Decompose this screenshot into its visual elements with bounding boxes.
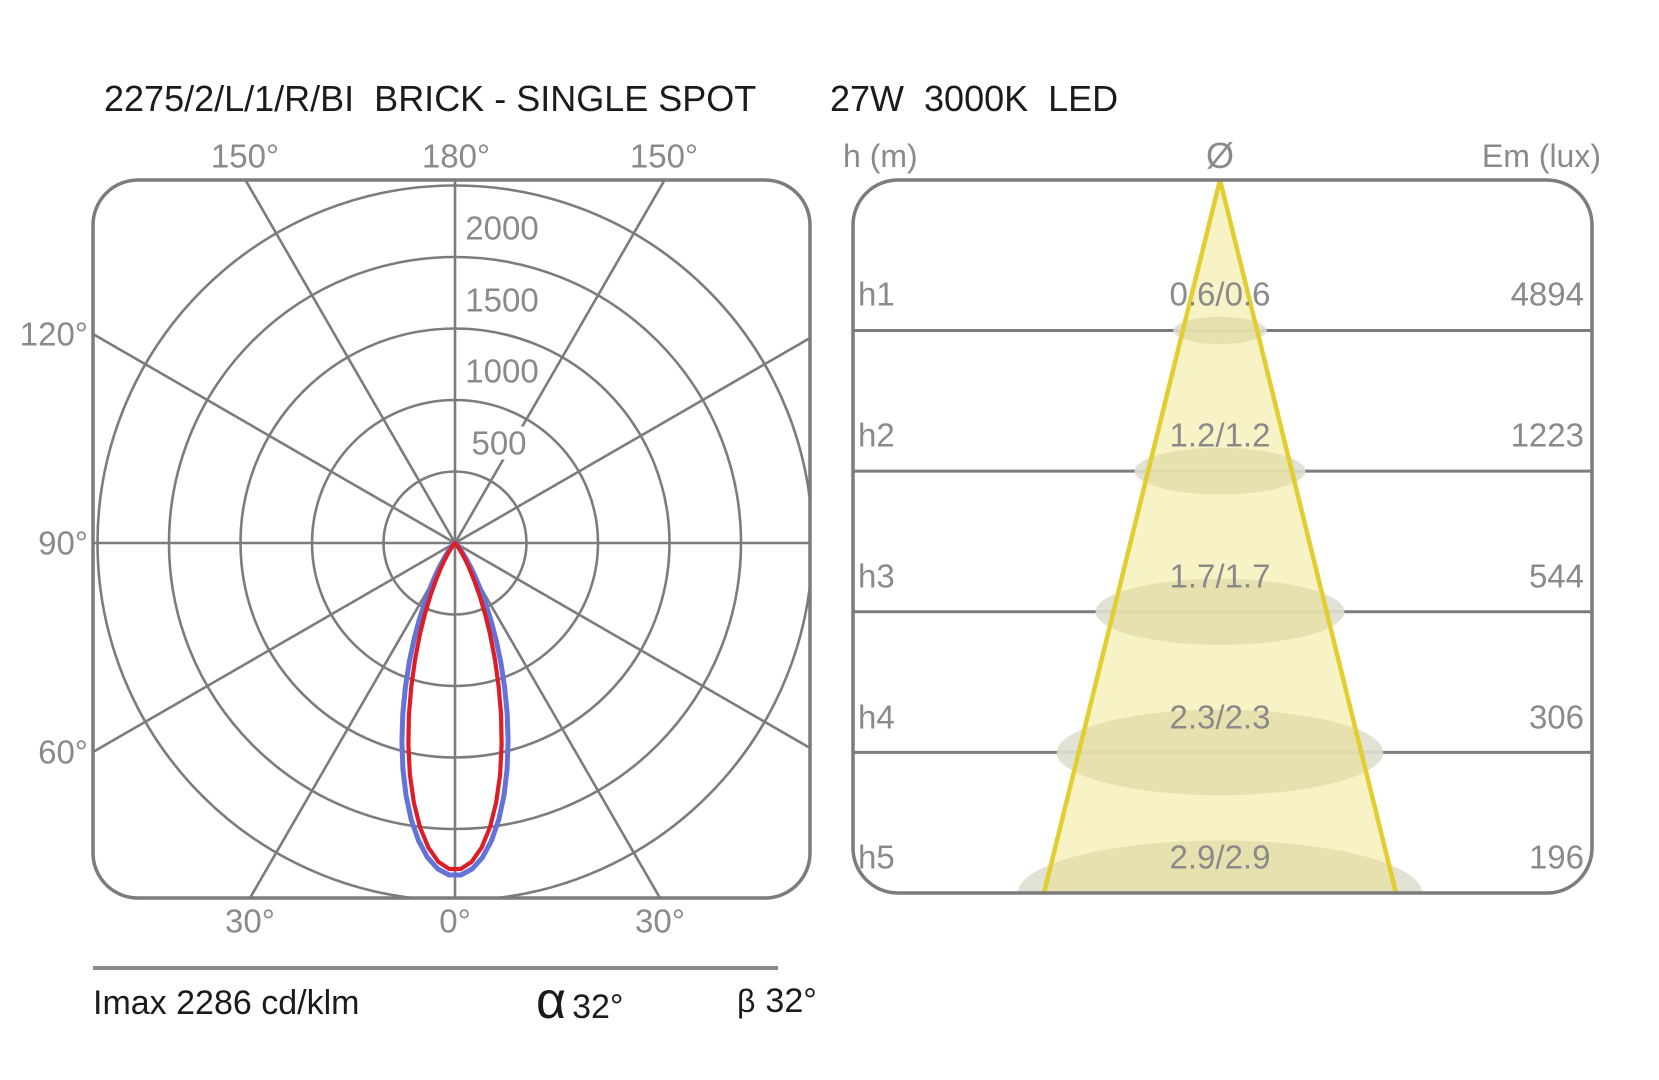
light-cone-edge-left (1041, 180, 1223, 893)
cone-row-diameter: 2.9/2.9 (1169, 838, 1271, 876)
cone-row-diameter: 0.6/0.6 (1169, 275, 1271, 313)
polar-radial-tick-1500: 1500 (461, 283, 543, 317)
polar-radial-tick-1000: 1000 (461, 354, 543, 388)
cone-row-em: 306 (1528, 698, 1584, 736)
polar-angle-label-top-2: 180° (421, 137, 491, 175)
cone-row-em: 1223 (1510, 416, 1584, 454)
page-title-right: 27W 3000K LED (830, 78, 1119, 119)
polar-radial-tick-2000: 2000 (461, 211, 543, 245)
light-cone-fill (1044, 180, 1396, 893)
polar-angle-label-60: 60° (38, 733, 88, 771)
cone-row-diameter: 1.7/1.7 (1169, 557, 1271, 595)
cone-row-h-label: h1 (858, 275, 895, 313)
alpha-beam-angle: α 32° (536, 975, 623, 1027)
polar-ray (454, 281, 810, 545)
page-title-left: 2275/2/L/1/R/BI BRICK - SINGLE SPOT (104, 78, 757, 119)
cone-row-em: 4894 (1510, 275, 1584, 313)
light-spot-ellipse-h5 (1017, 840, 1423, 893)
light-spot-ellipse-h2 (1134, 447, 1306, 495)
footer-divider (93, 966, 778, 970)
cone-row-h-label: h5 (858, 838, 895, 876)
cone-row-em: 544 (1528, 557, 1584, 595)
cone-col-header-height: h (m) (843, 138, 918, 174)
polar-radial-tick-500: 500 (467, 426, 531, 460)
light-spot-ellipse-h1 (1173, 316, 1267, 345)
beta-beam-angle: β 32° (737, 984, 817, 1018)
cone-row-h-label: h4 (858, 698, 895, 736)
alpha-symbol: α (536, 972, 567, 1030)
light-spot-ellipse-h4 (1056, 709, 1384, 796)
cone-row-diameter: 2.3/2.3 (1169, 698, 1271, 736)
polar-angle-label-bottom-3: 30° (635, 902, 685, 940)
polar-ray (193, 542, 457, 898)
polar-angle-label-90: 90° (38, 524, 88, 562)
imax-value: Imax 2286 cd/klm (93, 984, 360, 1022)
polar-ray (453, 180, 717, 544)
cone-col-header-em: Em (lux) (1481, 138, 1601, 174)
polar-grid (93, 180, 810, 898)
polar-ray (454, 541, 810, 805)
alpha-beam-angle-value: 32° (572, 988, 624, 1026)
cone-frame (851, 178, 1594, 895)
cone-diagram-area (853, 180, 1592, 893)
polar-angle-label-bottom-2: 0° (439, 902, 471, 940)
polar-ray (93, 541, 456, 805)
beam-curve-c0-c180 (406, 540, 504, 872)
polar-angle-label-top-1: 150° (210, 137, 280, 175)
light-spot-ellipse-h3 (1095, 578, 1345, 645)
light-cone-edge-right (1217, 180, 1399, 893)
cone-row-em: 196 (1528, 838, 1584, 876)
polar-ray (93, 281, 456, 545)
beta-symbol: β (737, 983, 756, 1019)
polar-ray (453, 542, 717, 898)
polar-angle-label-bottom-1: 30° (225, 902, 275, 940)
polar-angle-label-top-3: 150° (629, 137, 699, 175)
polar-frame (91, 178, 812, 900)
polar-ray (193, 180, 457, 544)
diameter-icon: Ø (1205, 135, 1235, 176)
cone-row-h-label: h3 (858, 557, 895, 595)
beta-beam-angle-value: 32° (765, 982, 817, 1020)
polar-angle-label-120: 120° (19, 315, 88, 353)
cone-row-h-label: h2 (858, 416, 895, 454)
cone-row-diameter: 1.2/1.2 (1169, 416, 1271, 454)
